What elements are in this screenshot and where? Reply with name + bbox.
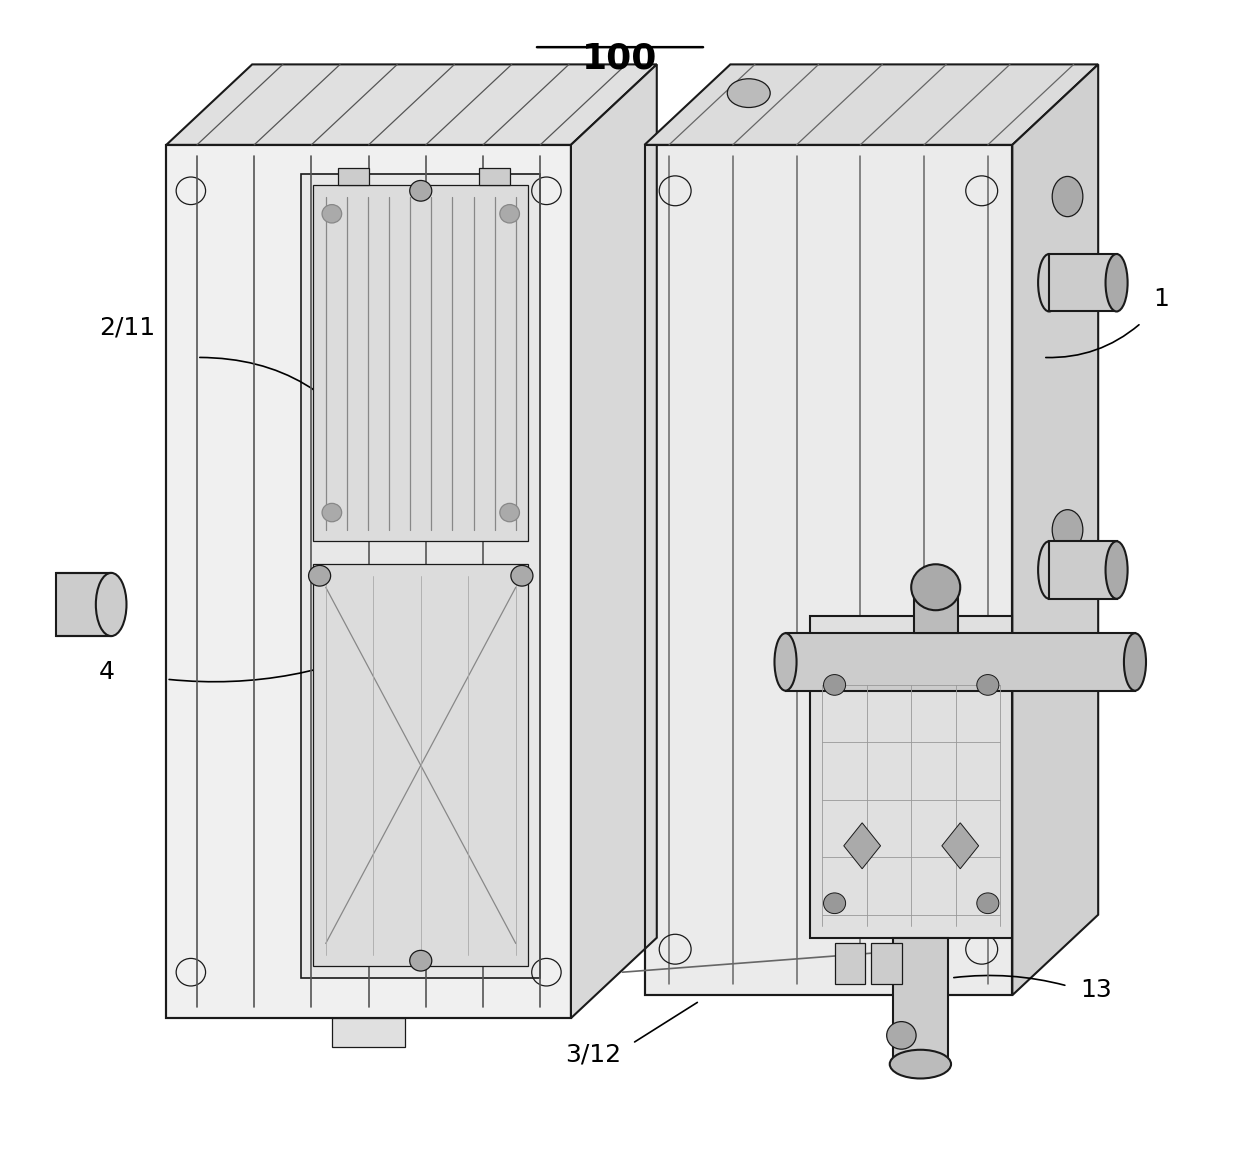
Text: 13: 13 xyxy=(1080,978,1111,1003)
Ellipse shape xyxy=(1038,541,1060,599)
Text: 4: 4 xyxy=(99,661,115,684)
Ellipse shape xyxy=(1038,254,1060,312)
Ellipse shape xyxy=(1123,633,1146,691)
Bar xyxy=(914,593,957,633)
Ellipse shape xyxy=(728,79,770,107)
Circle shape xyxy=(409,950,432,971)
Ellipse shape xyxy=(775,633,796,691)
Bar xyxy=(645,145,1012,996)
Bar xyxy=(166,145,570,1018)
Circle shape xyxy=(322,205,342,223)
Circle shape xyxy=(823,893,846,914)
Circle shape xyxy=(911,564,960,611)
Circle shape xyxy=(977,675,999,695)
Text: 2/11: 2/11 xyxy=(99,315,155,340)
Ellipse shape xyxy=(1053,177,1083,216)
Polygon shape xyxy=(1012,64,1099,996)
Text: 3/12: 3/12 xyxy=(565,1043,621,1066)
Ellipse shape xyxy=(890,1050,951,1078)
Polygon shape xyxy=(843,822,880,869)
Bar xyxy=(1049,541,1116,599)
Ellipse shape xyxy=(1106,254,1127,312)
Bar xyxy=(301,173,541,978)
Bar xyxy=(314,185,528,541)
Circle shape xyxy=(500,504,520,522)
Bar xyxy=(479,167,510,185)
Ellipse shape xyxy=(1053,509,1083,550)
Circle shape xyxy=(977,893,999,914)
Bar xyxy=(872,943,901,984)
Polygon shape xyxy=(942,822,978,869)
Circle shape xyxy=(409,180,432,201)
Ellipse shape xyxy=(1106,541,1127,599)
Bar xyxy=(332,1018,405,1047)
Circle shape xyxy=(887,1021,916,1049)
Bar xyxy=(810,616,1012,937)
Circle shape xyxy=(500,205,520,223)
Bar xyxy=(166,145,570,1018)
Bar xyxy=(645,145,1012,996)
Text: 100: 100 xyxy=(583,42,657,76)
Text: 1: 1 xyxy=(1153,287,1169,311)
Polygon shape xyxy=(166,64,657,145)
Bar xyxy=(314,564,528,966)
Circle shape xyxy=(322,504,342,522)
Bar xyxy=(56,573,112,636)
Circle shape xyxy=(309,565,331,586)
Polygon shape xyxy=(570,64,657,1018)
Bar xyxy=(835,943,866,984)
Bar xyxy=(339,167,368,185)
Ellipse shape xyxy=(95,573,126,636)
Bar xyxy=(785,633,1135,691)
Circle shape xyxy=(823,675,846,695)
Bar xyxy=(1049,254,1116,312)
Circle shape xyxy=(511,565,533,586)
Bar xyxy=(893,937,949,1064)
Polygon shape xyxy=(645,64,1099,145)
